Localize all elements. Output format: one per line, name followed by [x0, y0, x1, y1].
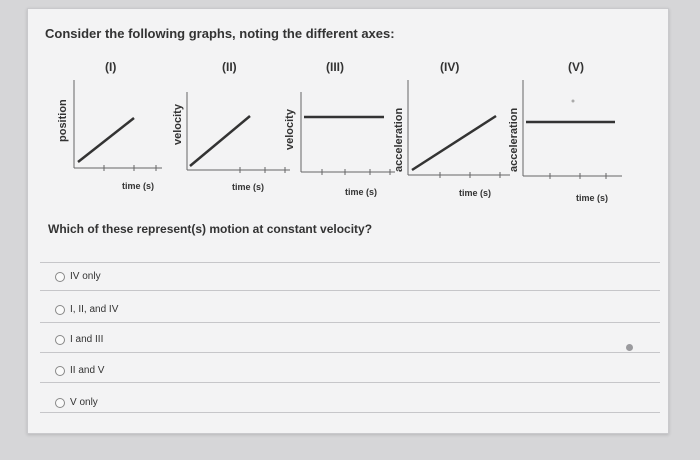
option-label: IV only: [70, 271, 101, 282]
option-label: II and V: [70, 365, 105, 376]
option-label: V only: [70, 397, 98, 408]
graph-2-x-label: time (s): [232, 182, 264, 192]
graph-3-x-label: time (s): [345, 187, 377, 197]
option-v-only[interactable]: V only: [55, 397, 98, 408]
divider: [40, 382, 660, 383]
prompt-text: Consider the following graphs, noting th…: [45, 26, 395, 41]
graph-4: acceleration time (s): [393, 80, 510, 198]
graph-numeral-2: (II): [222, 60, 237, 74]
divider: [40, 262, 660, 263]
divider: [40, 322, 660, 323]
graph-5-dot: [571, 99, 575, 103]
radio-button[interactable]: [55, 365, 65, 376]
graph-2-y-label: velocity: [172, 103, 184, 145]
option-iv-only[interactable]: IV only: [55, 271, 101, 282]
graph-1-rising-line: [77, 117, 135, 163]
graph-numeral-4: (IV): [440, 60, 460, 74]
graph-1-y-label: position: [57, 99, 69, 142]
radio-button[interactable]: [55, 271, 65, 282]
option-i-and-iii[interactable]: I and III: [55, 334, 103, 345]
divider: [40, 412, 660, 413]
graph-3-y-label: velocity: [284, 108, 296, 150]
graph-2: velocity time (s): [172, 92, 290, 192]
divider: [40, 352, 660, 353]
graph-2-rising-line: [189, 115, 251, 167]
option-ii-and-v[interactable]: II and V: [55, 365, 104, 376]
graph-3: velocity time (s): [284, 92, 395, 197]
graph-5: acceleration time (s): [508, 80, 622, 203]
graph-4-y-label: acceleration: [393, 108, 405, 172]
divider: [40, 290, 660, 291]
graph-numeral-1: (I): [105, 60, 117, 74]
graph-5-x-label: time (s): [576, 193, 608, 203]
graph-4-rising-line: [411, 114, 497, 172]
option-label: I and III: [70, 334, 104, 345]
graph-1: position time (s): [54, 80, 162, 191]
question-text: Which of these represent(s) motion at co…: [48, 222, 373, 236]
graph-numeral-5: (V): [568, 60, 584, 74]
option-i-ii-and-iv[interactable]: I, II, and IV: [55, 304, 118, 315]
graph-5-y-label: acceleration: [508, 108, 520, 172]
option-label: I, II, and IV: [70, 304, 119, 315]
graph-1-x-label: time (s): [122, 181, 154, 191]
scroll-indicator[interactable]: [626, 344, 633, 351]
radio-button[interactable]: [55, 397, 65, 408]
radio-button[interactable]: [55, 334, 65, 345]
graph-4-x-label: time (s): [459, 188, 491, 198]
graph-numeral-3: (III): [326, 60, 344, 74]
radio-button[interactable]: [55, 304, 65, 315]
question-card: [27, 8, 669, 434]
